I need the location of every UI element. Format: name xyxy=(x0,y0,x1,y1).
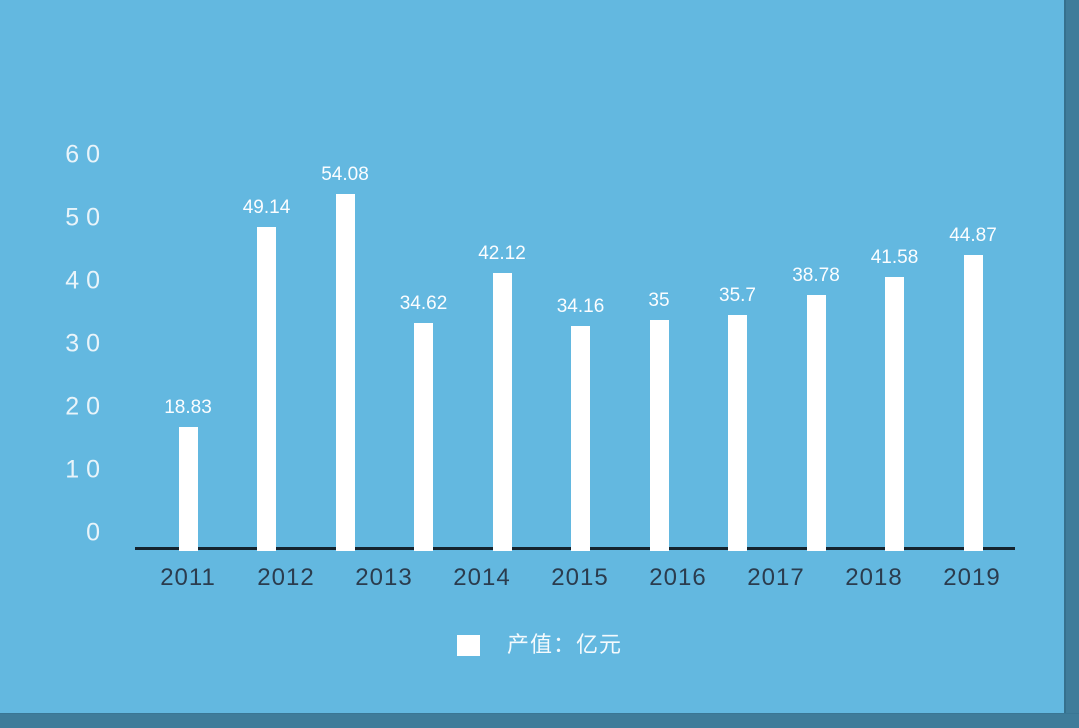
x-axis-year-label: 2018 xyxy=(845,564,903,591)
bar xyxy=(257,227,276,551)
y-axis-tick-label: 50 xyxy=(65,203,107,232)
bar-value-label: 49.14 xyxy=(242,197,291,218)
bar xyxy=(963,255,983,551)
y-axis-tick-label: 20 xyxy=(65,392,107,421)
bar-value-label: 34.62 xyxy=(399,293,448,314)
x-axis-year-label: 2017 xyxy=(747,564,805,591)
x-axis-year-label: 2013 xyxy=(355,564,413,591)
bar-value-label: 34.16 xyxy=(556,296,605,317)
y-axis-tick-label: 60 xyxy=(65,140,107,169)
bar xyxy=(414,323,433,551)
right-edge-shadow xyxy=(1064,0,1079,728)
y-axis-tick-label: 10 xyxy=(65,455,107,484)
bar-value-label: 38.78 xyxy=(792,265,840,286)
bar xyxy=(492,273,512,551)
bar-value-label: 54.08 xyxy=(321,164,369,185)
y-axis-tick-label: 30 xyxy=(65,329,107,358)
bar-value-label: 35.7 xyxy=(719,285,756,306)
bar-value-label: 41.58 xyxy=(870,247,919,268)
y-axis-tick-label: 0 xyxy=(86,518,107,547)
legend-swatch xyxy=(457,634,480,656)
bar xyxy=(649,320,669,551)
bottom-edge-shadow xyxy=(0,713,1079,728)
x-axis-year-label: 2012 xyxy=(257,564,315,591)
x-axis-year-label: 2014 xyxy=(453,564,511,591)
bar xyxy=(885,277,904,551)
bar xyxy=(728,315,747,551)
y-axis-tick-label: 40 xyxy=(65,266,107,295)
x-axis-year-label: 2016 xyxy=(649,564,707,591)
legend-label: 产值：亿元 xyxy=(507,632,623,657)
bar xyxy=(571,326,590,551)
legend: 产值：亿元 xyxy=(457,633,622,657)
bar-value-label: 35 xyxy=(648,290,670,311)
x-axis-year-label: 2015 xyxy=(551,564,609,591)
bar-value-label: 18.83 xyxy=(164,397,212,418)
bar-value-label: 44.87 xyxy=(949,225,997,246)
bar-value-label: 42.12 xyxy=(478,243,526,264)
bar xyxy=(806,295,826,551)
bar xyxy=(335,194,355,551)
x-axis-year-label: 2011 xyxy=(160,564,216,591)
bar xyxy=(178,427,198,551)
x-axis-year-label: 2019 xyxy=(943,564,1001,591)
